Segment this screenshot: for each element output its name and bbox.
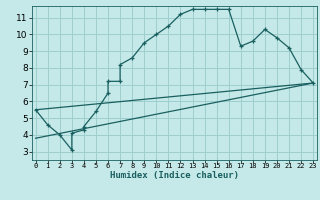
X-axis label: Humidex (Indice chaleur): Humidex (Indice chaleur)	[110, 171, 239, 180]
